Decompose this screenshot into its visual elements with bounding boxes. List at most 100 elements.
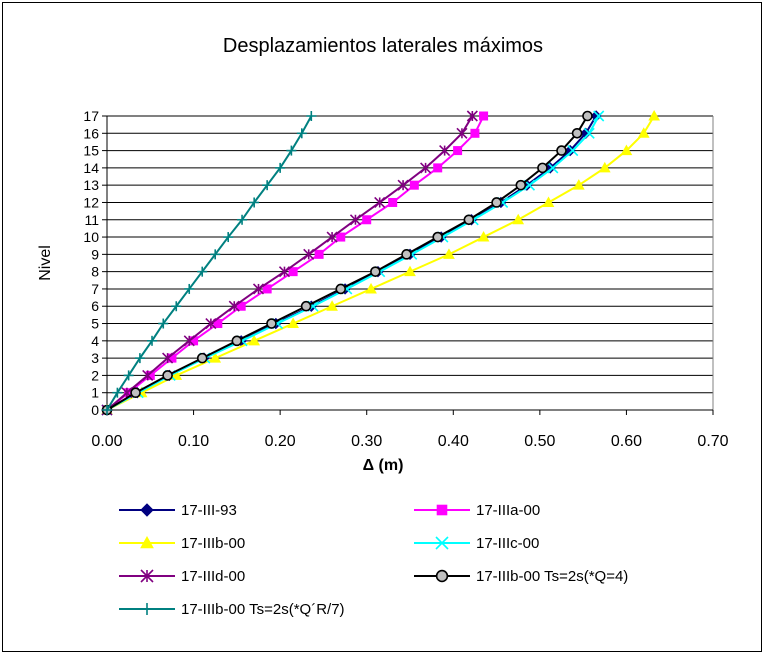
series-0 (101, 110, 602, 416)
data-point (142, 369, 154, 381)
data-point (439, 145, 451, 157)
data-point (102, 405, 112, 415)
data-point (404, 265, 416, 277)
data-point (336, 232, 346, 242)
x-tick-label: 0.50 (524, 433, 555, 450)
y-axis-label: Nivel (37, 245, 54, 281)
data-point (262, 180, 273, 191)
y-tick-label: 6 (91, 298, 99, 314)
data-point (479, 111, 489, 121)
data-point (248, 334, 261, 346)
y-tick-label: 4 (91, 333, 99, 349)
x-axis-label: Δ (m) (363, 457, 404, 474)
data-point (370, 266, 381, 277)
data-point (303, 248, 315, 260)
y-tick-label: 1 (91, 385, 99, 401)
data-point (237, 214, 248, 225)
series-line (106, 115, 597, 411)
data-point (443, 248, 455, 259)
data-point (112, 387, 123, 398)
data-point (583, 127, 595, 139)
y-tick-label: 17 (83, 108, 99, 124)
data-point (123, 370, 134, 381)
y-tick-label: 12 (83, 194, 99, 210)
series-line (106, 115, 600, 411)
y-tick-label: 10 (83, 229, 99, 245)
data-point (210, 249, 221, 260)
data-point (205, 317, 217, 330)
data-point (266, 318, 277, 329)
data-point (466, 110, 478, 122)
data-point (620, 144, 633, 156)
data-point (388, 197, 398, 207)
data-point (196, 352, 208, 364)
y-tick-label: 15 (83, 143, 99, 159)
data-point (547, 162, 559, 174)
data-point (556, 145, 567, 156)
data-point (287, 317, 299, 329)
data-point (249, 197, 260, 208)
data-point (401, 249, 412, 260)
data-point (326, 231, 338, 243)
data-point (365, 282, 377, 294)
data-point (231, 335, 243, 347)
data-point (278, 266, 291, 278)
data-point (197, 266, 208, 277)
data-point (223, 232, 234, 243)
data-point (335, 283, 347, 295)
series-4 (101, 110, 478, 416)
data-point (183, 335, 195, 347)
data-point (593, 110, 605, 122)
data-point (572, 179, 585, 190)
x-tick-label: 0.70 (697, 433, 728, 450)
data-point (147, 335, 158, 346)
chart-title: Desplazamientos laterales máximos (223, 35, 543, 57)
data-point (637, 127, 650, 138)
data-point (362, 215, 372, 225)
x-tick-label: 0.20 (265, 433, 296, 450)
data-point (296, 128, 307, 139)
data-point (162, 370, 173, 381)
data-point (275, 162, 286, 173)
y-tick-label: 14 (83, 160, 99, 176)
y-tick-label: 3 (91, 350, 99, 366)
y-tick-label: 13 (83, 177, 99, 193)
data-point (542, 196, 555, 207)
data-point (537, 162, 548, 174)
data-point (409, 180, 419, 190)
data-point (262, 284, 272, 294)
x-tick-label: 0.00 (91, 433, 122, 450)
series-5 (101, 110, 593, 416)
data-point (648, 109, 660, 121)
data-point (432, 231, 444, 243)
data-point (374, 196, 386, 209)
y-tick-label: 9 (91, 246, 99, 262)
y-tick-label: 5 (91, 316, 99, 332)
data-point (300, 300, 312, 312)
series-line (106, 115, 589, 411)
data-point (397, 179, 409, 191)
series-3 (101, 110, 605, 416)
data-point (463, 214, 475, 226)
data-point (582, 110, 593, 122)
x-tick-label: 0.40 (438, 433, 469, 450)
data-point (571, 127, 583, 139)
y-tick-label: 11 (84, 212, 99, 228)
data-point (326, 300, 338, 311)
data-point (162, 352, 174, 364)
data-point (515, 179, 527, 191)
data-point (184, 283, 195, 294)
x-tick-label: 0.10 (178, 433, 209, 450)
data-point (171, 301, 182, 312)
x-tick-label: 0.60 (611, 433, 642, 450)
data-point (491, 197, 502, 208)
y-tick-label: 8 (91, 264, 99, 280)
data-point (286, 145, 297, 156)
data-point (209, 352, 222, 363)
data-point (288, 267, 298, 277)
data-point (306, 111, 317, 121)
y-tick-label: 16 (83, 125, 99, 141)
data-point (314, 249, 324, 259)
data-point (512, 213, 525, 225)
